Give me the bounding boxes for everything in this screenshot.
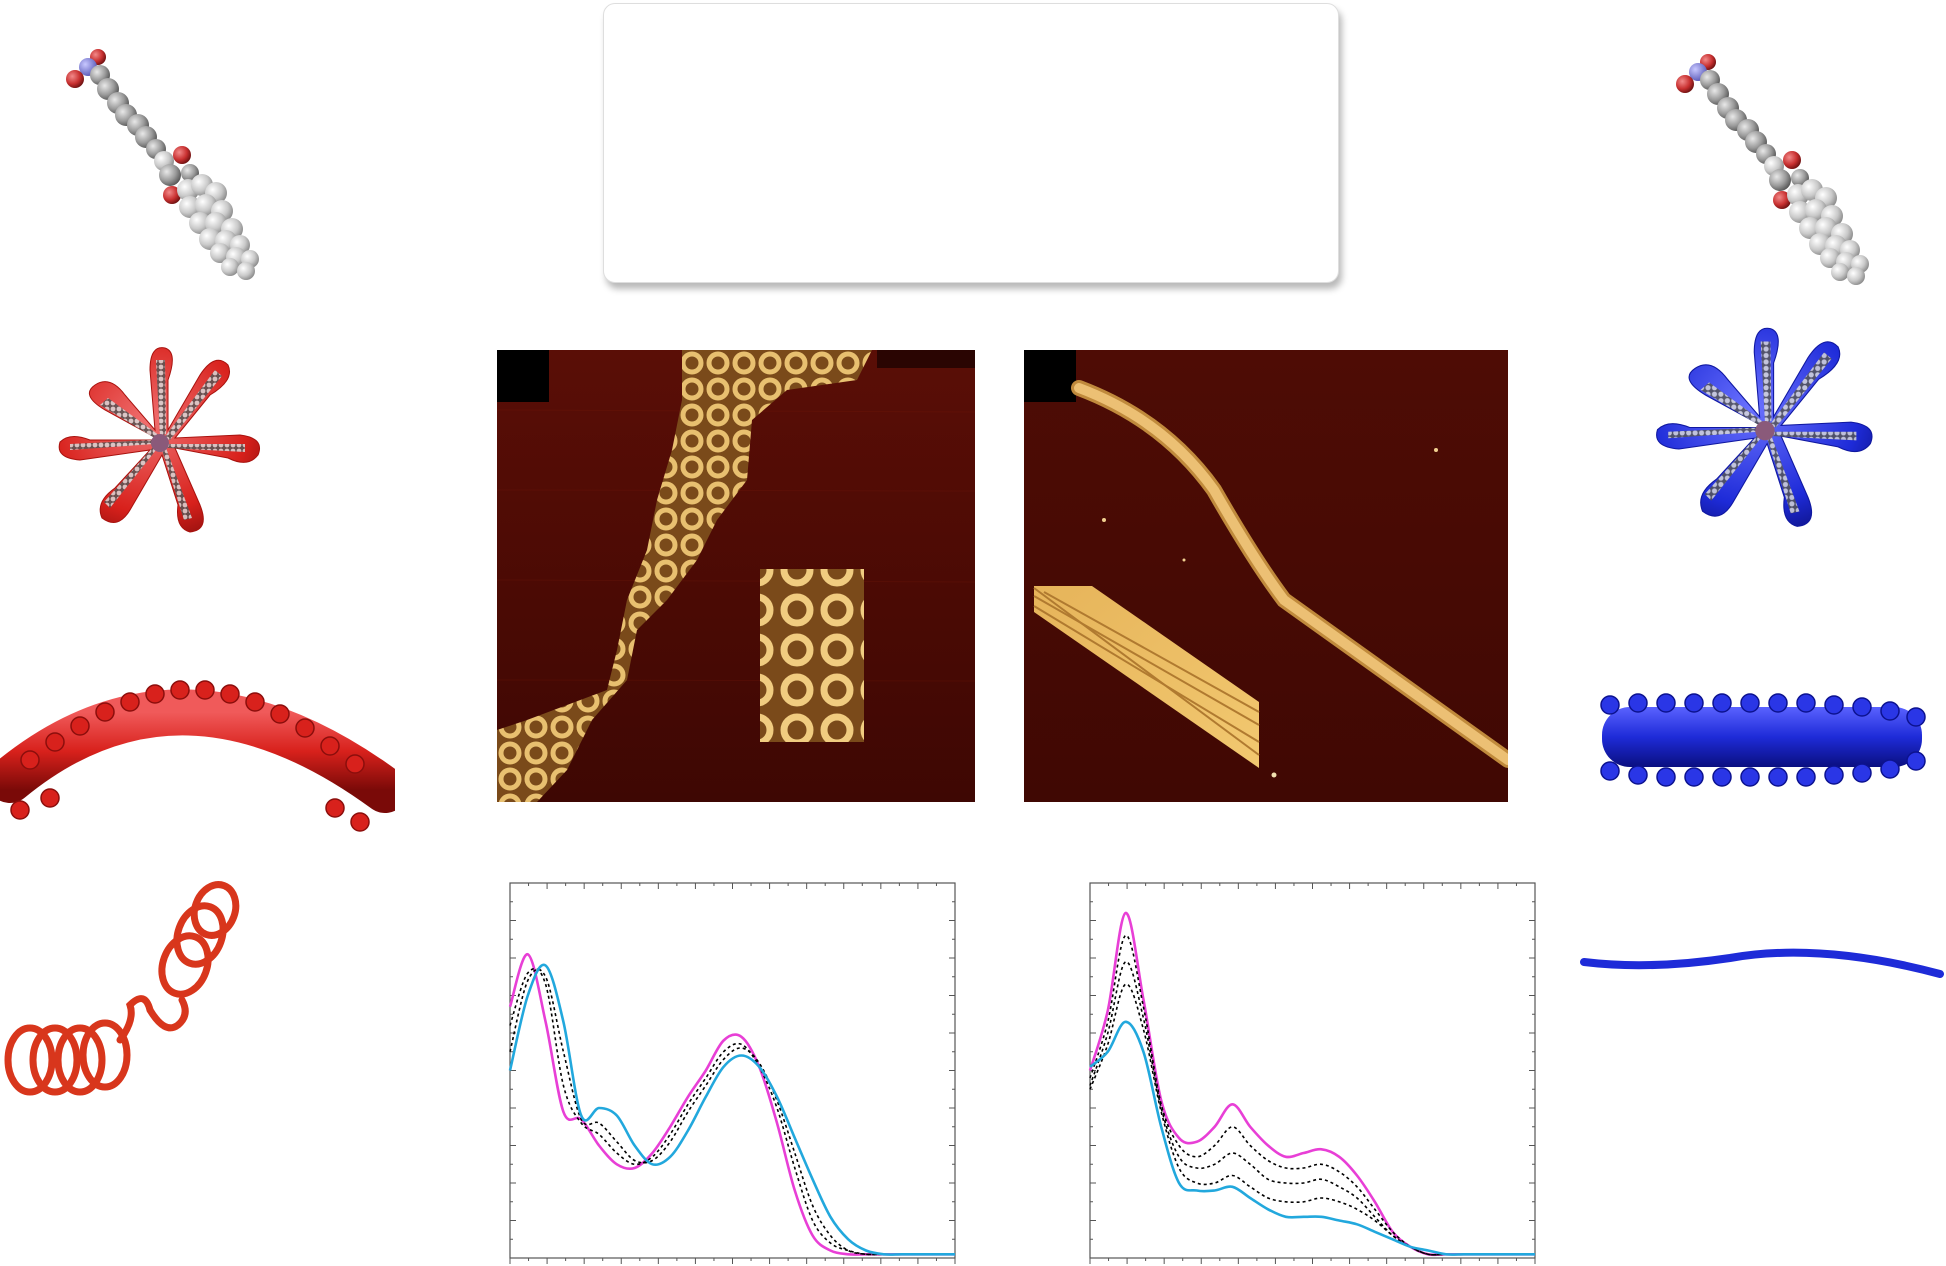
series-line-2 [1089, 961, 1535, 1256]
molecule-icon [66, 49, 259, 280]
spectrum-chart-right [1088, 882, 1536, 1264]
label-box [603, 3, 1339, 283]
series-line-4 [1089, 1020, 1535, 1256]
curved-helical-bundle-icon [0, 680, 395, 832]
straight-fiber-icon [1580, 948, 1944, 978]
straight-bundle-icon [1600, 693, 1926, 787]
chart-series [1088, 911, 1535, 1257]
star-micelle-icon [1656, 327, 1873, 527]
afm-image-straight-fibers [1024, 350, 1508, 802]
chart-ticks [509, 882, 956, 1264]
spectrum-chart-left [508, 882, 956, 1264]
chart-frame [509, 882, 956, 1259]
series-line-3 [508, 963, 955, 1256]
series-line-3 [1089, 983, 1535, 1256]
coiled-helix-icon [4, 881, 240, 1096]
molecule-icon [1676, 54, 1869, 285]
chart-ticks [1089, 882, 1536, 1264]
afm-image-helical-coils [497, 350, 975, 802]
chart-frame [1089, 882, 1536, 1259]
chart-series [508, 952, 955, 1256]
star-micelle-icon [58, 347, 260, 533]
